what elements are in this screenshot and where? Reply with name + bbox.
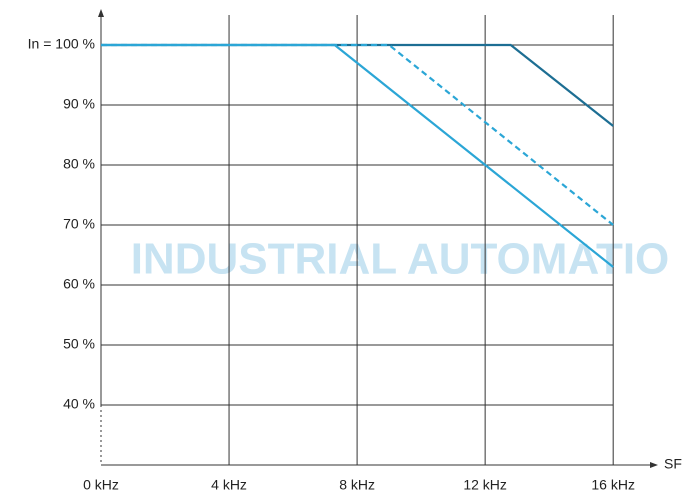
watermark: INDUSTRIAL AUTOMATIO (131, 235, 670, 284)
y-tick-label: In = 100 % (28, 36, 95, 52)
x-axis-arrow (650, 462, 658, 468)
x-tick-label: 12 kHz (463, 477, 507, 493)
y-tick-label: 60 % (63, 276, 95, 292)
x-tick-label: 4 kHz (211, 477, 247, 493)
series-line (101, 43, 614, 268)
y-tick-label: 70 % (63, 216, 95, 232)
x-axis-label: SF (664, 456, 682, 472)
x-tick-label: 16 kHz (591, 477, 635, 493)
x-tick-label: 0 kHz (83, 477, 119, 493)
y-axis-arrow (98, 9, 104, 17)
y-tick-label: 90 % (63, 96, 95, 112)
y-tick-label: 40 % (63, 396, 95, 412)
y-tick-label: 50 % (63, 336, 95, 352)
x-tick-label: 8 kHz (339, 477, 375, 493)
y-tick-label: 80 % (63, 156, 95, 172)
